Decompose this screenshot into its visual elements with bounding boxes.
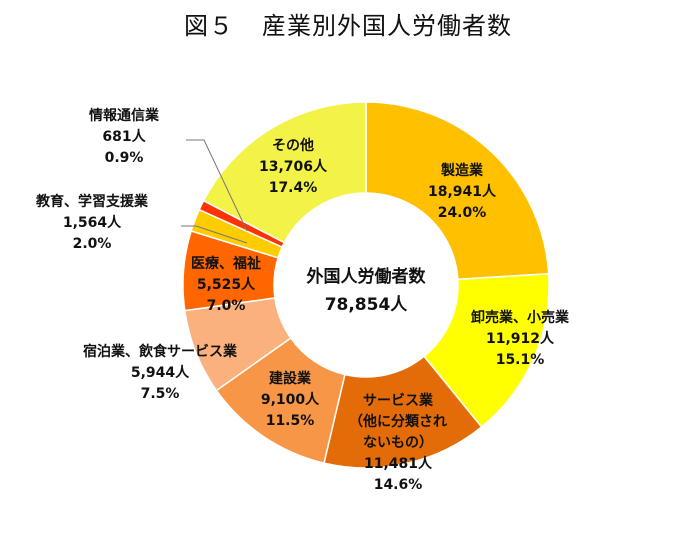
chart-title-text: 産業別外国人労働者数 (262, 12, 512, 40)
slice-value-mfg: 18,941人 (428, 183, 497, 200)
slice-label-construction: 建設業 (269, 370, 312, 387)
slice-label-mfg: 製造業 (440, 162, 484, 179)
slice-label-info: 情報通信業 (89, 107, 160, 124)
slice-other (202, 101, 367, 244)
slice-percent-education: 2.0% (73, 236, 112, 252)
slice-percent-retail: 15.1% (496, 352, 545, 368)
slice-label-medical: 医療、福祉 (191, 255, 261, 272)
slice-retail (423, 272, 550, 428)
slice-value-info: 681人 (102, 128, 146, 145)
slice-value-retail: 11,912人 (486, 330, 555, 347)
slice-label-other: その他 (272, 137, 314, 154)
slice-value-other: 13,706人 (259, 158, 328, 175)
slice-value-education: 1,564人 (63, 214, 122, 231)
slice-label-hospitality: 宿泊業、飲食サービス業 (83, 343, 238, 360)
chart-title: 図５ 産業別外国人労働者数 (0, 6, 696, 41)
slice-value-hospitality: 5,944人 (131, 364, 190, 381)
leader-line-education (181, 225, 248, 244)
figure-number: 図５ (184, 12, 234, 40)
slice-percent-medical: 7.0% (207, 298, 246, 314)
slice-value-medical: 5,525人 (197, 276, 256, 293)
slice-value-construction: 9,100人 (261, 391, 320, 408)
slice-percent-construction: 11.5% (266, 413, 315, 429)
slice-label-service: （他に分類され (349, 413, 447, 430)
slice-label-education: 教育、学習支援業 (36, 193, 149, 210)
slice-label-service: ないもの） (363, 435, 433, 451)
leader-line-info (186, 139, 248, 232)
center-title: 外国人労働者数 (307, 266, 427, 287)
slice-percent-info: 0.9% (105, 150, 144, 166)
slice-label-service: サービス業 (363, 392, 434, 409)
slice-mfg (365, 101, 550, 281)
slice-percent-mfg: 24.0% (438, 205, 487, 221)
center-total: 78,854人 (325, 295, 409, 315)
slice-percent-other: 17.4% (269, 180, 318, 196)
slice-percent-service: 14.6% (374, 477, 423, 493)
slice-label-retail: 卸売業、小売業 (471, 309, 570, 326)
slice-value-service: 11,481人 (364, 455, 433, 472)
slice-percent-hospitality: 7.5% (141, 386, 180, 402)
